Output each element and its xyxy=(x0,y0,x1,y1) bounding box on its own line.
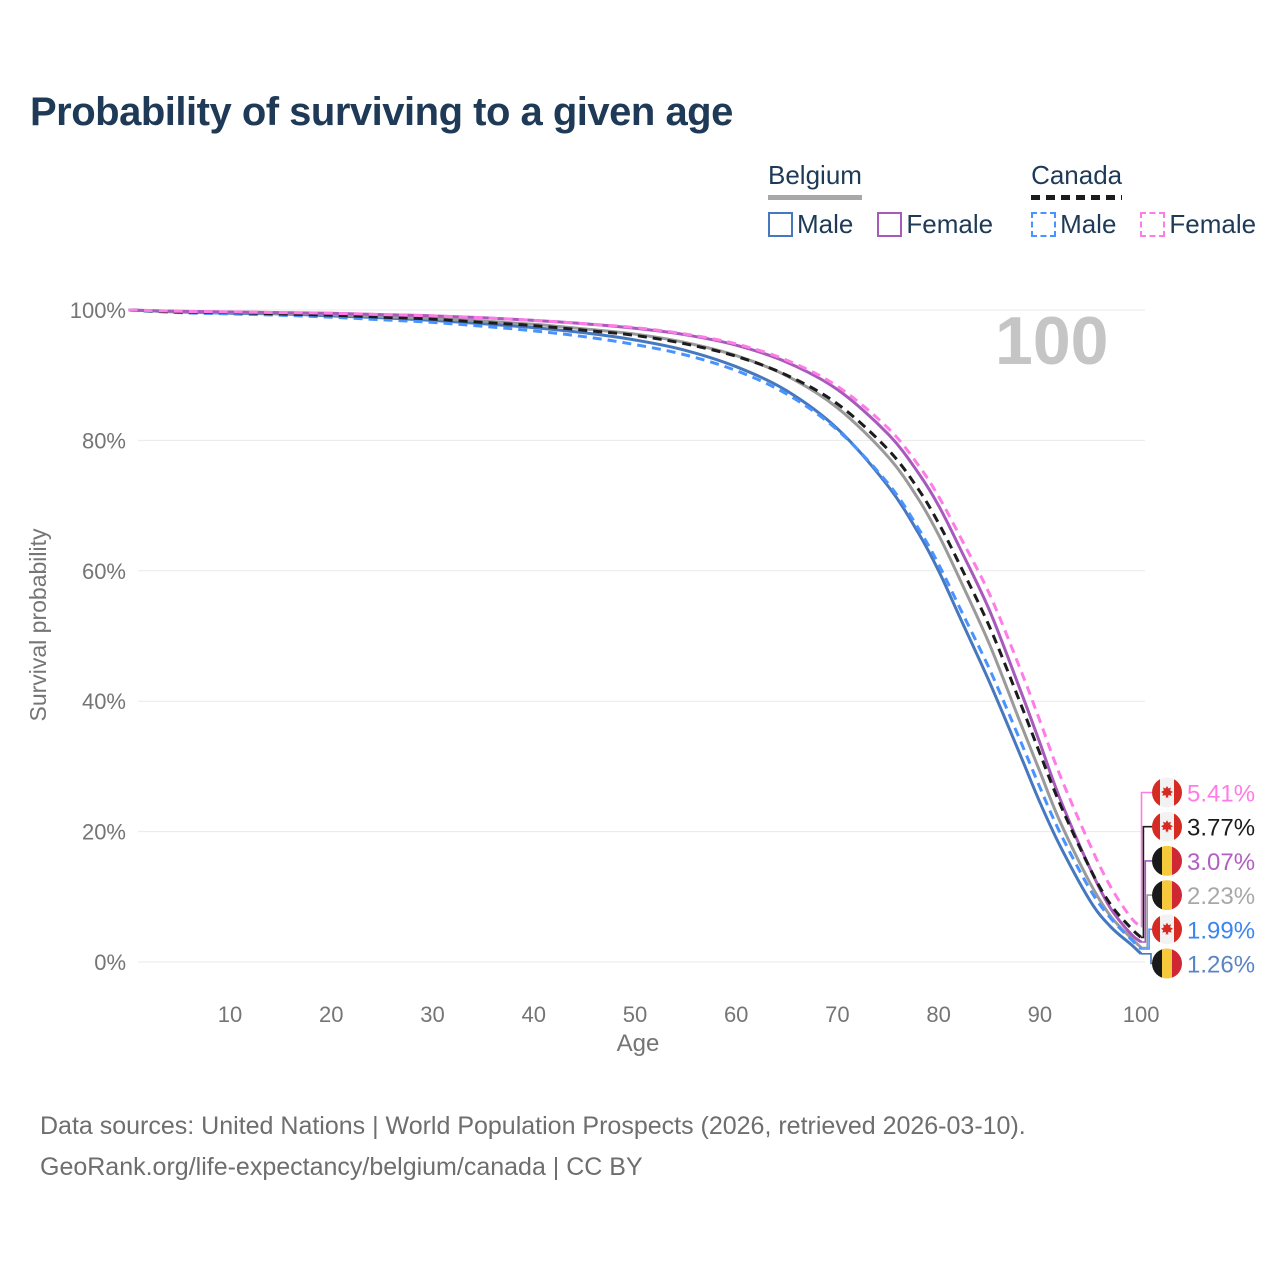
canada-flag-icon xyxy=(1152,914,1182,945)
canada-left-band xyxy=(1152,914,1160,945)
x-tick-label: 70 xyxy=(825,1002,849,1027)
legend-item-label: Male xyxy=(1060,209,1117,239)
y-tick-label: 20% xyxy=(82,820,126,845)
belgium-flag-clip-group xyxy=(1152,948,1182,979)
belgium-red-band xyxy=(1172,948,1182,979)
end-label-connector-belgium-female xyxy=(1141,860,1152,943)
canada-flag-icon xyxy=(1152,811,1182,842)
y-axis-title: Survival probability xyxy=(25,528,51,722)
y-tick-label: 0% xyxy=(94,950,126,975)
solid-square-swatch-icon xyxy=(768,212,793,237)
page-title: Probability of surviving to a given age xyxy=(30,90,733,134)
dashed-square-swatch-icon xyxy=(1031,212,1057,237)
belgium-flag-clip-group xyxy=(1152,845,1182,876)
y-tick-label: 60% xyxy=(82,559,126,584)
legend-group-head: Canada xyxy=(1031,160,1123,200)
y-tick-label: 80% xyxy=(82,428,126,453)
x-tick-label: 40 xyxy=(521,1002,545,1027)
legend-item-label: Female xyxy=(906,209,994,239)
belgium-red-band xyxy=(1172,880,1182,911)
end-label-connector-belgium-total xyxy=(1141,894,1152,949)
dashed-square-swatch-icon xyxy=(1140,212,1166,237)
solid-square-swatch-icon xyxy=(877,212,903,237)
legend-items: Male Female xyxy=(768,209,993,240)
maple-leaf-icon xyxy=(1161,922,1173,936)
series-line-belgium-male[interactable] xyxy=(128,308,1143,955)
legend-item-belgium-female[interactable]: Female xyxy=(877,209,993,240)
end-label-value-belgium-total: 2.23% xyxy=(1187,883,1255,910)
x-tick-label: 80 xyxy=(926,1002,950,1027)
legend-group-title: Belgium xyxy=(768,160,862,190)
canada-flag-clip-group xyxy=(1152,777,1182,808)
belgium-flag-icon xyxy=(1152,880,1182,911)
maple-leaf-icon xyxy=(1161,820,1173,833)
y-tick-label: 40% xyxy=(82,689,126,714)
end-label-value-canada-female: 5.41% xyxy=(1187,781,1255,808)
legend-item-label: Male xyxy=(797,209,854,239)
belgium-black-band xyxy=(1152,845,1162,876)
x-tick-label: 10 xyxy=(218,1002,242,1027)
x-tick-label: 100 xyxy=(1123,1002,1160,1027)
solid-line-style-icon xyxy=(768,195,862,200)
legend-group-belgium: Belgium Male Female xyxy=(768,160,993,240)
legend: Belgium Male Female Canada xyxy=(768,160,1256,240)
end-label-value-belgium-male: 1.26% xyxy=(1187,952,1255,979)
maple-leaf-icon xyxy=(1161,786,1173,799)
series-line-canada-male[interactable] xyxy=(128,308,1143,951)
end-label-value-canada-male: 1.99% xyxy=(1187,917,1255,944)
legend-group-title: Canada xyxy=(1031,160,1123,190)
belgium-black-band xyxy=(1152,948,1162,979)
series-line-canada-female[interactable] xyxy=(128,308,1143,928)
belgium-flag-icon xyxy=(1152,845,1182,876)
series-line-canada-total[interactable] xyxy=(128,308,1143,939)
footer-data-sources: Data sources: United Nations | World Pop… xyxy=(40,1112,1026,1140)
belgium-yellow-band xyxy=(1162,948,1172,979)
canada-flag-clip-group xyxy=(1152,914,1182,945)
end-label-connector-canada-total xyxy=(1141,825,1152,939)
legend-item-label: Female xyxy=(1169,209,1257,239)
legend-group-head: Belgium xyxy=(768,160,862,200)
end-label-connector-canada-male xyxy=(1141,928,1152,950)
x-tick-label: 30 xyxy=(420,1002,444,1027)
legend-item-belgium-male[interactable]: Male xyxy=(768,209,853,240)
canada-right-band xyxy=(1174,914,1182,945)
canada-left-band xyxy=(1152,777,1160,808)
footer-attribution: GeoRank.org/life-expectancy/belgium/cana… xyxy=(40,1153,643,1181)
end-label-connector-belgium-male xyxy=(1141,953,1152,965)
x-tick-label: 20 xyxy=(319,1002,343,1027)
series-line-belgium-female[interactable] xyxy=(128,308,1143,944)
canada-flag-clip-group xyxy=(1152,811,1182,842)
legend-group-canada: Canada Male Female xyxy=(1031,160,1256,240)
belgium-flag-icon xyxy=(1152,948,1182,979)
canada-right-band xyxy=(1174,777,1182,808)
belgium-yellow-band xyxy=(1162,845,1172,876)
canada-right-band xyxy=(1174,811,1182,842)
y-tick-label: 100% xyxy=(70,298,126,323)
end-label-connector-canada-female xyxy=(1140,791,1152,928)
legend-item-canada-female[interactable]: Female xyxy=(1140,209,1256,240)
belgium-yellow-band xyxy=(1162,880,1172,911)
age-watermark: 100 xyxy=(995,303,1108,379)
x-tick-label: 60 xyxy=(724,1002,748,1027)
canada-left-band xyxy=(1152,811,1160,842)
end-label-value-canada-total: 3.77% xyxy=(1187,815,1255,842)
legend-items: Male Female xyxy=(1031,209,1256,240)
legend-item-canada-male[interactable]: Male xyxy=(1031,209,1116,240)
x-tick-label: 90 xyxy=(1028,1002,1052,1027)
x-tick-label: 50 xyxy=(623,1002,647,1027)
belgium-flag-clip-group xyxy=(1152,880,1182,911)
footer: Data sources: United Nations | World Pop… xyxy=(40,1106,1026,1188)
end-label-value-belgium-female: 3.07% xyxy=(1187,849,1255,876)
belgium-black-band xyxy=(1152,880,1162,911)
x-axis-title: Age xyxy=(617,1030,660,1057)
belgium-red-band xyxy=(1172,845,1182,876)
dashed-line-style-icon xyxy=(1031,195,1123,200)
canada-flag-icon xyxy=(1152,777,1182,808)
